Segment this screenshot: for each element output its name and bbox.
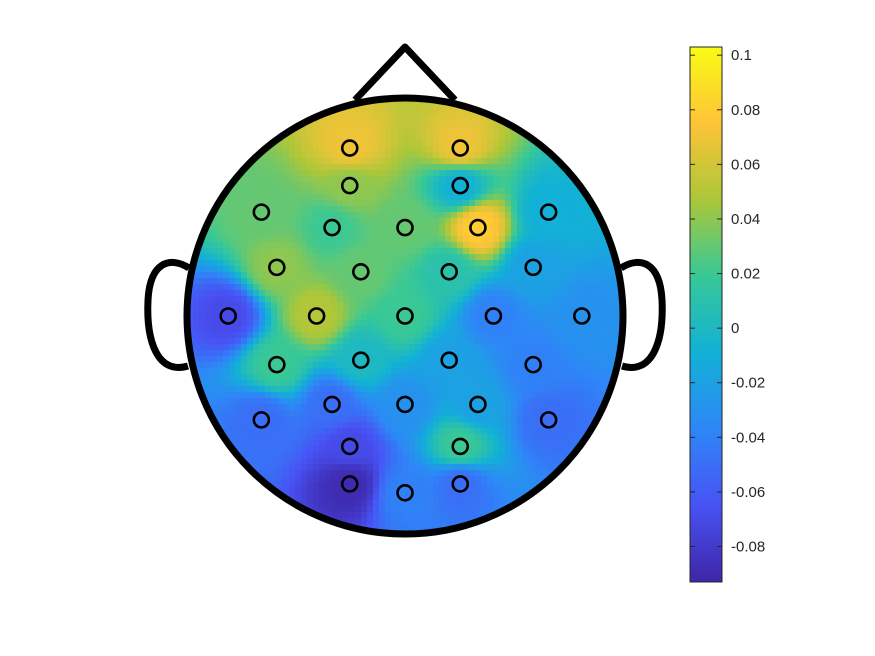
colorbar-tick-label: 0.08 [731, 102, 760, 119]
electrode-marker [469, 395, 487, 414]
left-ear-outline [144, 258, 191, 371]
electrode-marker [307, 307, 326, 325]
electrode-marker [396, 218, 414, 237]
colorbar-tick-label: 0.06 [731, 156, 760, 173]
electrode-marker [572, 307, 591, 325]
electrode-marker [340, 139, 359, 157]
electrode-marker [252, 411, 271, 429]
electrode-marker [469, 218, 487, 237]
electrode-marker [440, 351, 459, 370]
electrode-marker [539, 411, 558, 429]
electrode-marker [252, 203, 271, 221]
electrode-marker [451, 475, 470, 493]
colorbar-tick-label: -0.08 [731, 539, 765, 556]
scalp-map [187, 98, 623, 534]
head-outline [144, 43, 666, 538]
colorbar-tick-label: 0 [731, 320, 739, 337]
electrode-marker [539, 203, 558, 221]
electrode-marker [396, 307, 414, 325]
electrode-marker [323, 218, 341, 237]
electrode-marker [396, 483, 414, 502]
electrode-marker [451, 437, 470, 456]
colorbar-tick-label: 0.02 [731, 266, 760, 283]
electrode-marker [323, 395, 341, 414]
nose-outline [352, 43, 458, 103]
colorbar-tick-label: 0.1 [731, 47, 752, 64]
colorbar-tick-label: -0.02 [731, 375, 765, 392]
electrode-marker [351, 351, 370, 370]
electrode-marker [340, 475, 359, 493]
electrode-marker [268, 258, 286, 277]
electrode-marker [340, 437, 359, 456]
colorbar-tick-label: 0.04 [731, 211, 760, 228]
electrode-marker [451, 176, 470, 195]
electrode-marker [396, 395, 414, 414]
electrode-marker [219, 307, 237, 325]
colorbar-tick-label: -0.04 [731, 429, 765, 446]
electrode-marker [268, 355, 286, 374]
colorbar-tick-label: -0.06 [731, 484, 765, 501]
colorbar-fill [690, 47, 722, 582]
electrode-marker [484, 307, 503, 325]
colorbar-frame [689, 46, 723, 583]
electrode-marker [524, 355, 542, 374]
electrode-markers [219, 139, 591, 502]
electrode-marker [524, 258, 542, 277]
electrode-marker [440, 262, 459, 281]
head-circle [183, 94, 627, 538]
right-ear-outline [619, 258, 666, 371]
colorbar: 0.1 0.08 0.06 0.04 0.02 0 -0.02 -0.04 -0.06 -0.08 [689, 46, 765, 583]
electrode-marker [351, 262, 370, 281]
electrode-marker [340, 176, 359, 195]
electrode-marker [451, 139, 470, 157]
